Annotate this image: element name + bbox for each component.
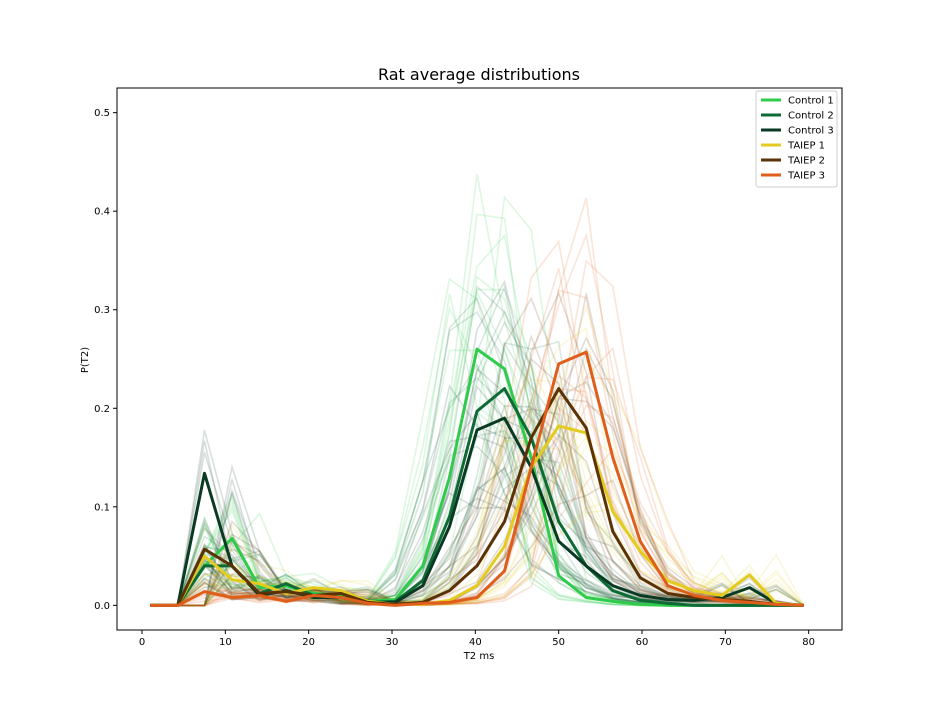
individual-trace xyxy=(150,376,804,607)
x-tick-label: 10 xyxy=(219,637,232,648)
y-axis-label: P(T2) xyxy=(80,347,91,373)
individual-trace xyxy=(150,327,804,607)
x-tick-label: 80 xyxy=(802,637,815,648)
x-axis-label: T2 ms xyxy=(463,651,495,662)
individual-trace xyxy=(150,457,804,607)
y-tick-label: 0.3 xyxy=(94,305,110,316)
legend-label: TAIEP 3 xyxy=(787,171,825,182)
individual-trace xyxy=(150,499,805,607)
x-tick-label: 50 xyxy=(552,637,565,648)
legend-label: TAIEP 1 xyxy=(787,141,825,152)
individual-trace xyxy=(150,357,805,607)
y-axis: 0.0 0.1 0.2 0.3 0.4 0.5 xyxy=(94,108,117,612)
plot-frame xyxy=(116,87,843,631)
chart-title: Rat average distributions xyxy=(378,65,580,84)
individual-trace xyxy=(150,420,805,607)
series-line xyxy=(150,424,804,607)
y-tick-label: 0.5 xyxy=(94,108,110,119)
individual-trace xyxy=(150,340,804,607)
x-tick-label: 60 xyxy=(636,637,649,648)
individual-trace xyxy=(150,466,804,607)
x-tick-label: 20 xyxy=(302,637,315,648)
individual-trace xyxy=(150,341,804,607)
legend: Control 1 Control 2 Control 3 TAIEP 1 TAIEP … xyxy=(755,90,838,188)
individual-trace xyxy=(150,447,804,607)
legend-label: TAIEP 2 xyxy=(787,156,825,167)
y-tick-label: 0.0 xyxy=(94,601,110,612)
individual-trace xyxy=(150,436,805,607)
x-axis: 0 10 20 30 40 50 60 70 80 xyxy=(139,630,815,648)
individual-trace xyxy=(150,346,804,607)
series-lines xyxy=(150,347,804,607)
series-line xyxy=(150,350,804,607)
x-tick-label: 0 xyxy=(139,637,145,648)
individual-trace xyxy=(150,485,804,607)
x-tick-label: 70 xyxy=(719,637,732,648)
y-tick-label: 0.2 xyxy=(94,404,110,415)
series-line xyxy=(150,387,804,607)
legend-label: Control 2 xyxy=(788,111,834,122)
y-tick-label: 0.1 xyxy=(94,502,110,513)
legend-label: Control 1 xyxy=(788,96,834,107)
legend-label: Control 3 xyxy=(788,126,834,137)
x-tick-label: 30 xyxy=(386,637,399,648)
y-tick-label: 0.4 xyxy=(94,207,110,218)
x-tick-label: 40 xyxy=(469,637,482,648)
